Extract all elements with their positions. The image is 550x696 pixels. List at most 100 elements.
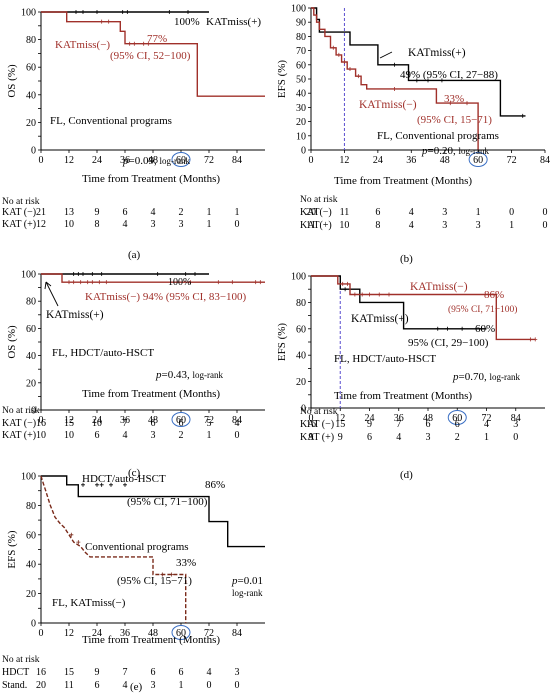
y-tick-label: 20	[296, 377, 306, 388]
at-risk-value: 6	[367, 432, 372, 443]
program-label: FL, HDCT/auto-HSCT	[52, 347, 154, 359]
x-axis-label: Time from Treatment (Months)	[82, 634, 220, 646]
at-risk-value: 8	[95, 219, 100, 230]
x-tick-label: 12	[64, 155, 74, 166]
at-risk-value: 11	[340, 207, 350, 218]
series-annotation: 100%	[174, 16, 200, 28]
at-risk-value: 6	[95, 430, 100, 441]
at-risk-row-label: KAT (−)	[2, 207, 36, 218]
x-tick-label: 0	[309, 155, 314, 166]
y-tick-label: 90	[296, 18, 306, 29]
censor-mark	[156, 272, 160, 276]
at-risk-value: 4	[151, 207, 156, 218]
y-tick-label: 20	[296, 117, 306, 128]
series-annotation: 33%	[444, 93, 464, 105]
y-tick-label: 80	[296, 298, 306, 309]
km-panel-b: 01020304050607080901000 12 24 36 48 60 72 84EFS…	[276, 4, 550, 266]
series-annotation: (95% CI, 71−100)	[448, 304, 517, 315]
censor-mark	[230, 280, 234, 284]
at-risk-title: No at risk	[300, 407, 338, 417]
censor-mark	[95, 10, 99, 14]
series-annotation: KATmiss(+)	[46, 309, 104, 321]
censor-mark	[393, 87, 397, 91]
y-tick-label: 100	[291, 272, 306, 283]
at-risk-value: 1	[235, 207, 240, 218]
x-tick-label: 24	[373, 155, 383, 166]
censor-mark	[90, 280, 94, 284]
at-risk-value: 6	[151, 667, 156, 678]
y-tick-label: 80	[26, 297, 36, 308]
censor-mark	[528, 337, 532, 341]
series-annotation: (95% CI, 15−71)	[417, 114, 492, 126]
at-risk-value: 3	[513, 419, 518, 430]
censor-mark	[184, 272, 188, 276]
at-risk-value: 3	[235, 667, 240, 678]
at-risk-value: 15	[64, 418, 74, 429]
km-panel-a: 0204060801000 12 24 36 48 60 72 84OS (%)Time fr…	[2, 8, 265, 262]
at-risk-value: 6	[455, 419, 460, 430]
at-risk-value: 11	[306, 220, 316, 231]
p-value: p=0.01	[231, 575, 263, 587]
series-annotation: 95% (CI, 29−100)	[408, 337, 489, 349]
y-tick-label: 10	[296, 131, 306, 142]
annotation-arrow	[46, 282, 58, 306]
x-tick-label: 24	[92, 155, 102, 166]
at-risk-value: 2	[179, 430, 184, 441]
censor-mark	[356, 74, 360, 78]
y-tick-label: 20	[26, 378, 36, 389]
censor-mark	[343, 287, 347, 291]
x-tick-label: 72	[204, 155, 214, 166]
y-axis-label: OS (%)	[6, 325, 18, 359]
series-annotation: KATmiss(+)	[206, 16, 261, 28]
x-tick-label: 0	[39, 628, 44, 639]
x-tick-label: 72	[507, 155, 517, 166]
y-tick-label: 100	[21, 270, 36, 281]
series-annotation: HDCT/auto-HSCT	[82, 473, 166, 485]
at-risk-row-label: Stand.	[2, 680, 27, 691]
at-risk-value: 0	[509, 207, 514, 218]
y-tick-label: 100	[21, 472, 36, 483]
censor-mark	[446, 327, 450, 331]
censor-mark	[341, 282, 345, 286]
censor-mark	[393, 63, 397, 67]
y-tick-label: 40	[296, 351, 306, 362]
x-tick-label: 0	[39, 155, 44, 166]
at-risk-value: 1	[207, 430, 212, 441]
censor-mark	[337, 53, 341, 57]
y-tick-label: 40	[26, 90, 36, 101]
at-risk-title: No at risk	[300, 195, 338, 205]
censor-mark	[97, 280, 101, 284]
program-label: FL, Conventional programs	[377, 130, 499, 142]
x-tick-label: 84	[540, 155, 550, 166]
series-annotation: (95% CI, 71−100)	[127, 496, 208, 508]
at-risk-value: 6	[95, 680, 100, 691]
y-tick-label: 40	[26, 560, 36, 571]
censor-mark	[128, 42, 132, 46]
censor-mark	[216, 280, 220, 284]
at-risk-row-label: HDCT	[2, 667, 29, 678]
at-risk-value: 4	[123, 680, 128, 691]
censor-mark	[521, 114, 525, 118]
at-risk-value: 1	[476, 207, 481, 218]
at-risk-value: 4	[409, 220, 414, 231]
y-tick-label: 40	[26, 351, 36, 362]
y-tick-label: 40	[296, 89, 306, 100]
at-risk-value: 15	[335, 419, 345, 430]
censor-mark	[377, 292, 381, 296]
censor-mark	[436, 327, 440, 331]
at-risk-value: 1	[207, 219, 212, 230]
y-tick-label: 80	[26, 35, 36, 46]
series-annotation: 60%	[475, 323, 495, 335]
at-risk-value: 16	[306, 419, 316, 430]
at-risk-row-label: KAT (−)	[2, 418, 36, 429]
x-tick-label: 60	[473, 155, 483, 166]
censor-mark	[167, 10, 171, 14]
at-risk-value: 3	[442, 220, 447, 231]
censor-mark	[72, 272, 76, 276]
y-axis-label: EFS (%)	[276, 60, 288, 99]
at-risk-value: 9	[338, 432, 343, 443]
at-risk-value: 16	[36, 667, 46, 678]
censor-mark	[81, 10, 85, 14]
censor-mark	[104, 280, 108, 284]
y-tick-label: 60	[26, 324, 36, 335]
